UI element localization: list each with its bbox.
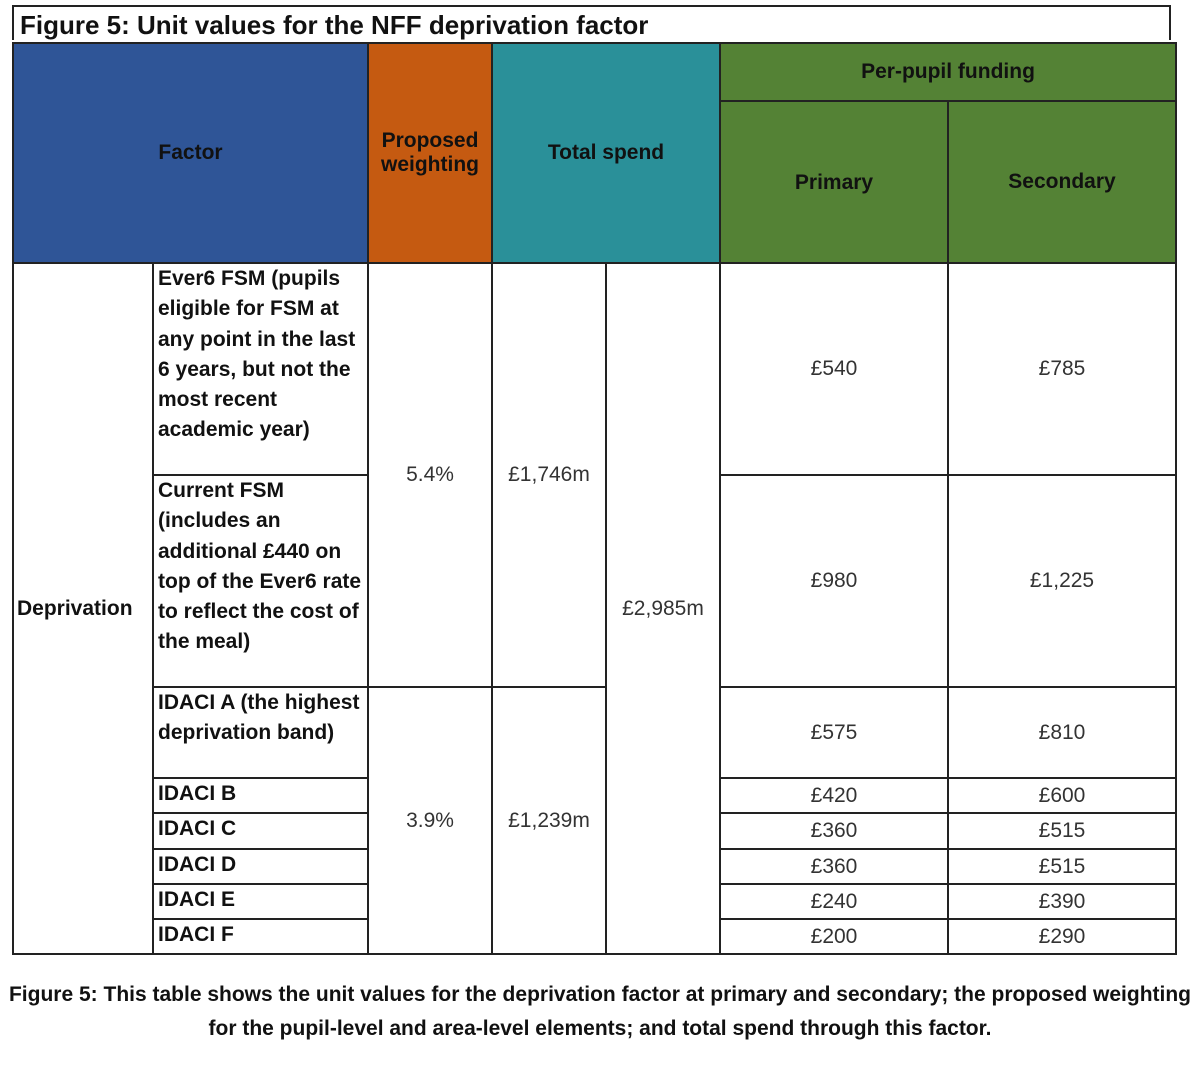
weighting-value: 5.4% <box>367 262 493 688</box>
header-per-pupil: Per-pupil funding <box>719 42 1177 102</box>
table-title: Figure 5: Unit values for the NFF depriv… <box>12 5 1171 40</box>
secondary-value: £785 <box>947 262 1177 476</box>
spend-value: £1,746m <box>491 262 607 688</box>
secondary-value: £810 <box>947 686 1177 779</box>
secondary-value: £515 <box>947 812 1177 850</box>
secondary-value: £600 <box>947 777 1177 814</box>
figure-caption: Figure 5: This table shows the unit valu… <box>8 983 1192 1040</box>
row-label: IDACI E <box>152 883 369 920</box>
primary-value: £540 <box>719 262 949 476</box>
primary-value: £980 <box>719 474 949 688</box>
header-secondary: Secondary <box>947 100 1177 264</box>
secondary-value: £1,225 <box>947 474 1177 688</box>
deprivation-table: Factor Proposed weighting Total spend Pe… <box>12 42 1177 955</box>
factor-group: Deprivation <box>12 262 154 955</box>
header-total-spend: Total spend <box>491 42 721 264</box>
primary-value: £240 <box>719 883 949 920</box>
header-primary: Primary <box>719 100 949 264</box>
row-label: IDACI C <box>152 812 369 850</box>
row-label: IDACI A (the highest deprivation band) <box>152 686 369 779</box>
secondary-value: £390 <box>947 883 1177 920</box>
row-label: Ever6 FSM (pupils eligible for FSM at an… <box>152 262 369 476</box>
primary-value: £200 <box>719 918 949 955</box>
header-weighting: Proposed weighting <box>367 42 493 264</box>
primary-value: £360 <box>719 812 949 850</box>
primary-value: £360 <box>719 848 949 885</box>
header-factor: Factor <box>12 42 369 264</box>
row-label: IDACI F <box>152 918 369 955</box>
row-label: IDACI D <box>152 848 369 885</box>
secondary-value: £290 <box>947 918 1177 955</box>
primary-value: £420 <box>719 777 949 814</box>
secondary-value: £515 <box>947 848 1177 885</box>
row-label: IDACI B <box>152 777 369 814</box>
row-label: Current FSM (includes an additional £440… <box>152 474 369 688</box>
primary-value: £575 <box>719 686 949 779</box>
weighting-value: 3.9% <box>367 686 493 955</box>
spend-value: £1,239m <box>491 686 607 955</box>
total-spend-value: £2,985m <box>605 262 721 955</box>
